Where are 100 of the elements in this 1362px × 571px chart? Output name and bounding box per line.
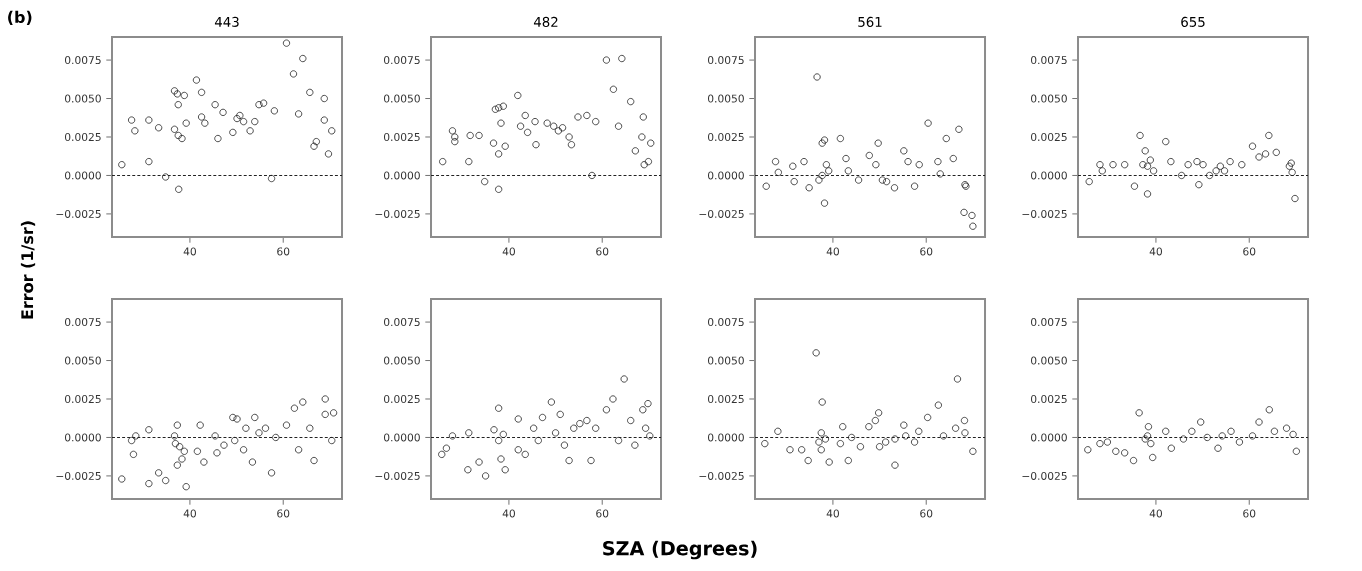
point bbox=[821, 435, 830, 443]
point bbox=[856, 443, 865, 451]
point bbox=[1084, 446, 1092, 454]
y-tick-label: −0.0025 bbox=[699, 471, 744, 480]
point bbox=[489, 139, 498, 147]
point bbox=[1220, 167, 1229, 175]
y-tick-label: 0.0025 bbox=[64, 132, 101, 142]
point bbox=[451, 138, 459, 146]
point bbox=[614, 436, 623, 445]
point bbox=[576, 420, 584, 428]
point bbox=[312, 138, 320, 146]
point bbox=[570, 424, 578, 432]
point bbox=[495, 150, 503, 158]
y-tick-label: −0.0025 bbox=[56, 471, 101, 480]
x-tick-label: 40 bbox=[502, 509, 515, 518]
point bbox=[825, 167, 833, 175]
point bbox=[155, 124, 163, 132]
y-tick-label: 0.0075 bbox=[708, 56, 744, 65]
point bbox=[786, 446, 794, 454]
point bbox=[220, 441, 228, 449]
y-tick-label: 0.0075 bbox=[1031, 318, 1067, 327]
point bbox=[306, 88, 314, 96]
point bbox=[1149, 453, 1157, 462]
point bbox=[647, 139, 655, 147]
point bbox=[295, 110, 303, 118]
point bbox=[924, 413, 932, 422]
point bbox=[200, 458, 208, 466]
point bbox=[1098, 167, 1106, 175]
x-tick-label: 60 bbox=[596, 247, 609, 256]
point bbox=[871, 416, 879, 425]
point bbox=[448, 127, 457, 135]
point bbox=[1216, 162, 1224, 170]
point bbox=[583, 111, 591, 120]
point bbox=[523, 128, 532, 136]
point bbox=[960, 208, 968, 216]
point bbox=[145, 158, 153, 166]
point bbox=[173, 421, 181, 429]
x-tick-label: 40 bbox=[183, 509, 196, 518]
point bbox=[842, 154, 850, 163]
point bbox=[554, 127, 562, 135]
point bbox=[631, 441, 639, 449]
point bbox=[1121, 449, 1129, 457]
point bbox=[242, 424, 250, 432]
point bbox=[475, 131, 483, 140]
point bbox=[1227, 427, 1235, 435]
point bbox=[639, 406, 647, 414]
point bbox=[904, 158, 912, 166]
point bbox=[942, 134, 950, 143]
point bbox=[1203, 433, 1211, 442]
point bbox=[538, 413, 547, 422]
point bbox=[800, 158, 808, 166]
point bbox=[170, 125, 179, 133]
point bbox=[960, 416, 969, 425]
point bbox=[618, 54, 626, 63]
point bbox=[530, 424, 538, 432]
point bbox=[614, 122, 623, 130]
point bbox=[231, 436, 239, 445]
point bbox=[1144, 423, 1153, 431]
point bbox=[609, 85, 618, 93]
point bbox=[878, 176, 886, 184]
y-tick-label: 0.0050 bbox=[383, 94, 420, 103]
point bbox=[771, 158, 780, 166]
point bbox=[180, 91, 188, 100]
point bbox=[1130, 182, 1139, 190]
point bbox=[644, 158, 653, 166]
point bbox=[448, 432, 457, 440]
point bbox=[1136, 131, 1144, 140]
point bbox=[815, 176, 823, 184]
point bbox=[836, 440, 844, 448]
x-tick-label: 60 bbox=[1243, 247, 1256, 256]
point bbox=[891, 461, 899, 469]
point bbox=[299, 54, 307, 63]
y-tick-label: 0.0075 bbox=[383, 318, 420, 327]
point bbox=[1272, 148, 1280, 156]
y-tick-label: 0.0025 bbox=[1031, 132, 1067, 142]
point bbox=[812, 349, 820, 357]
point bbox=[820, 199, 829, 207]
point bbox=[882, 438, 890, 446]
y-tick-label: 0.0000 bbox=[64, 433, 101, 442]
point bbox=[219, 108, 227, 116]
point bbox=[1289, 430, 1297, 438]
point bbox=[939, 432, 948, 440]
y-tick-label: 0.0050 bbox=[1031, 94, 1067, 103]
y-axis-title: Error (1/sr) bbox=[20, 221, 36, 319]
point bbox=[969, 222, 977, 230]
point bbox=[1195, 181, 1203, 189]
point bbox=[330, 409, 338, 417]
point bbox=[1197, 418, 1205, 426]
point bbox=[267, 174, 276, 183]
point bbox=[495, 404, 503, 412]
x-tick-label: 60 bbox=[920, 509, 933, 518]
point bbox=[910, 438, 919, 446]
point bbox=[565, 133, 573, 141]
point bbox=[1146, 156, 1154, 164]
y-tick-label: 0.0000 bbox=[383, 433, 420, 442]
y-tick-label: 0.0025 bbox=[64, 394, 101, 404]
point bbox=[865, 423, 873, 431]
point bbox=[627, 416, 635, 425]
point bbox=[588, 171, 596, 180]
point bbox=[162, 173, 170, 181]
